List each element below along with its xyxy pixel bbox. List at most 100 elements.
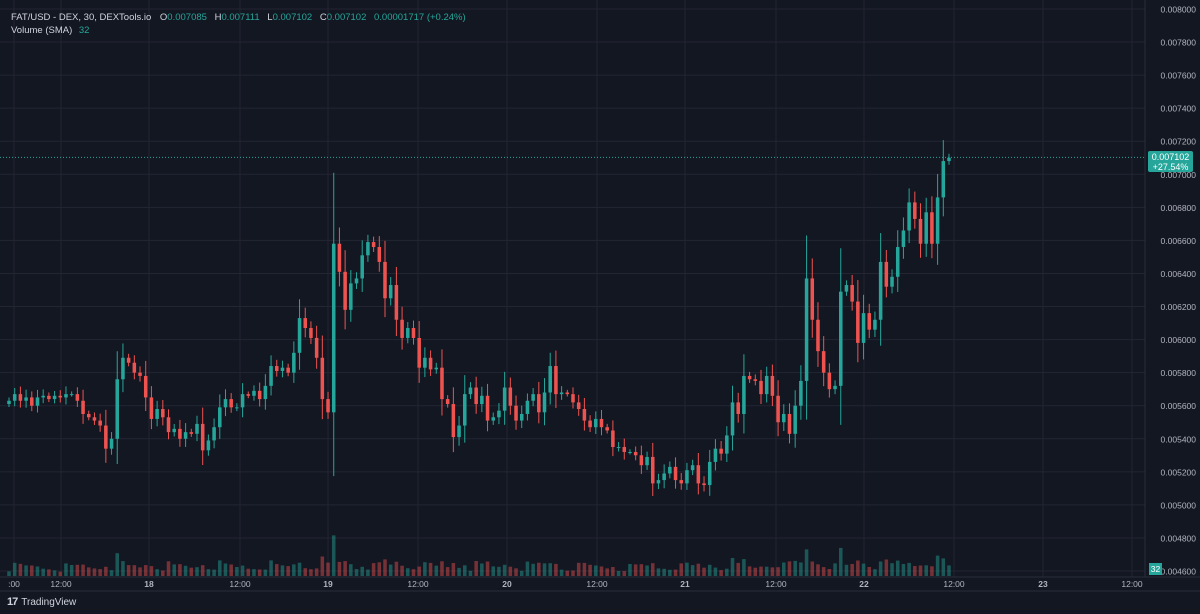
volume-bar <box>816 564 820 576</box>
volume-bar <box>400 565 404 576</box>
candle-body <box>628 451 632 453</box>
volume-bar <box>559 569 564 576</box>
volume-bar <box>183 565 188 576</box>
candle-body <box>696 465 701 484</box>
candle-body <box>229 399 233 408</box>
time-tick-label: 18 <box>144 579 154 589</box>
volume-bar <box>52 570 57 576</box>
price-tick-label: 0.006000 <box>1161 335 1197 345</box>
tradingview-branding[interactable]: 17 TradingView <box>7 596 76 608</box>
volume-bar <box>457 567 461 576</box>
volume-bar <box>229 564 233 576</box>
candle-body <box>320 357 325 400</box>
volume-bar <box>354 569 359 576</box>
volume-bar <box>468 570 473 576</box>
candle-body <box>235 407 239 409</box>
ohlc-legend-row: FAT/USD - DEX, 30, DEXTools.io O0.007085… <box>11 11 466 24</box>
volume-bar <box>913 566 917 576</box>
candle-body <box>873 319 877 330</box>
candle-body <box>599 418 604 428</box>
candle-body <box>303 318 308 329</box>
candle-body <box>639 455 644 466</box>
volume-bar <box>366 569 370 576</box>
candle-body <box>104 425 108 449</box>
volume-bar <box>149 566 154 576</box>
volume-bar <box>639 564 644 576</box>
close-label: C <box>319 12 327 23</box>
candle-body <box>673 466 678 481</box>
volume-bar <box>907 562 911 576</box>
candle-body <box>850 285 854 302</box>
candle-body <box>138 372 142 376</box>
candle-body <box>799 380 803 406</box>
candle-body <box>132 362 137 373</box>
volume-bar <box>320 556 325 576</box>
volume-bar <box>719 570 723 576</box>
volume-bar <box>668 569 672 576</box>
volume-bar <box>189 567 194 576</box>
time-tick-label: 12:00 <box>229 579 251 589</box>
volume-bar <box>861 563 866 576</box>
candle-body <box>451 404 456 438</box>
volume-bar <box>480 563 484 576</box>
candle-body <box>491 417 496 421</box>
candle-body <box>360 255 364 279</box>
volume-bar <box>349 564 353 576</box>
candle-body <box>86 413 91 418</box>
volume-bar <box>787 561 792 576</box>
volume-bar <box>679 563 684 576</box>
candle-body <box>918 218 923 244</box>
candle-body <box>867 313 872 330</box>
candle-body <box>913 202 917 219</box>
price-tick-label: 0.005400 <box>1161 434 1197 444</box>
candle-body <box>297 318 302 353</box>
volume-bar <box>462 565 467 576</box>
candle-body <box>907 202 911 231</box>
volume-bar <box>804 549 809 576</box>
price-tick-label: 0.006200 <box>1161 302 1197 312</box>
candle-body <box>736 402 740 414</box>
volume-bar <box>58 571 63 576</box>
candle-body <box>861 313 866 343</box>
candle-body <box>445 399 450 405</box>
high-value: 0.007111 <box>221 12 260 23</box>
volume-bar <box>143 565 148 576</box>
candle-body <box>702 483 706 486</box>
candle-body <box>126 357 131 363</box>
volume-bar <box>132 565 137 576</box>
volume-bar <box>86 567 91 576</box>
symbol-title[interactable]: FAT/USD - DEX, 30, DEXTools.io <box>11 12 152 23</box>
candle-body <box>218 407 222 428</box>
candle-body <box>383 261 387 299</box>
volume-bar <box>269 560 273 576</box>
volume-bar <box>707 564 712 576</box>
volume-bar <box>753 567 758 576</box>
volume-bar <box>628 564 632 576</box>
volume-label[interactable]: Volume (SMA) <box>11 25 73 36</box>
volume-bar <box>571 570 575 576</box>
volume-bar <box>633 564 638 576</box>
price-tick-label: 0.004600 <box>1161 567 1197 577</box>
candle-body <box>810 278 815 320</box>
candle-body <box>337 243 342 272</box>
price-tick-label: 0.007800 <box>1161 38 1197 48</box>
time-tick-label: 12:00 <box>50 579 72 589</box>
volume-bar <box>126 565 131 576</box>
open-label: O <box>159 12 168 23</box>
candle-body <box>331 243 336 413</box>
time-axis[interactable] <box>0 577 1145 591</box>
candle-body <box>366 242 370 256</box>
time-axis-labels: :00 12:00 18 12:00 19 12:00 20 12:00 21 12:00 22 12… <box>8 579 1143 589</box>
time-tick-label: 12:00 <box>943 579 965 589</box>
candle-body <box>525 400 530 414</box>
price-axis[interactable] <box>1145 0 1200 577</box>
candle-body <box>502 387 507 411</box>
candle-body <box>713 448 718 462</box>
candle-body <box>58 395 63 398</box>
price-tick-label: 0.007000 <box>1161 170 1197 180</box>
candle-body <box>388 285 393 299</box>
candle-body <box>844 285 849 292</box>
volume-bar <box>508 566 513 576</box>
volume-bar <box>155 569 159 576</box>
